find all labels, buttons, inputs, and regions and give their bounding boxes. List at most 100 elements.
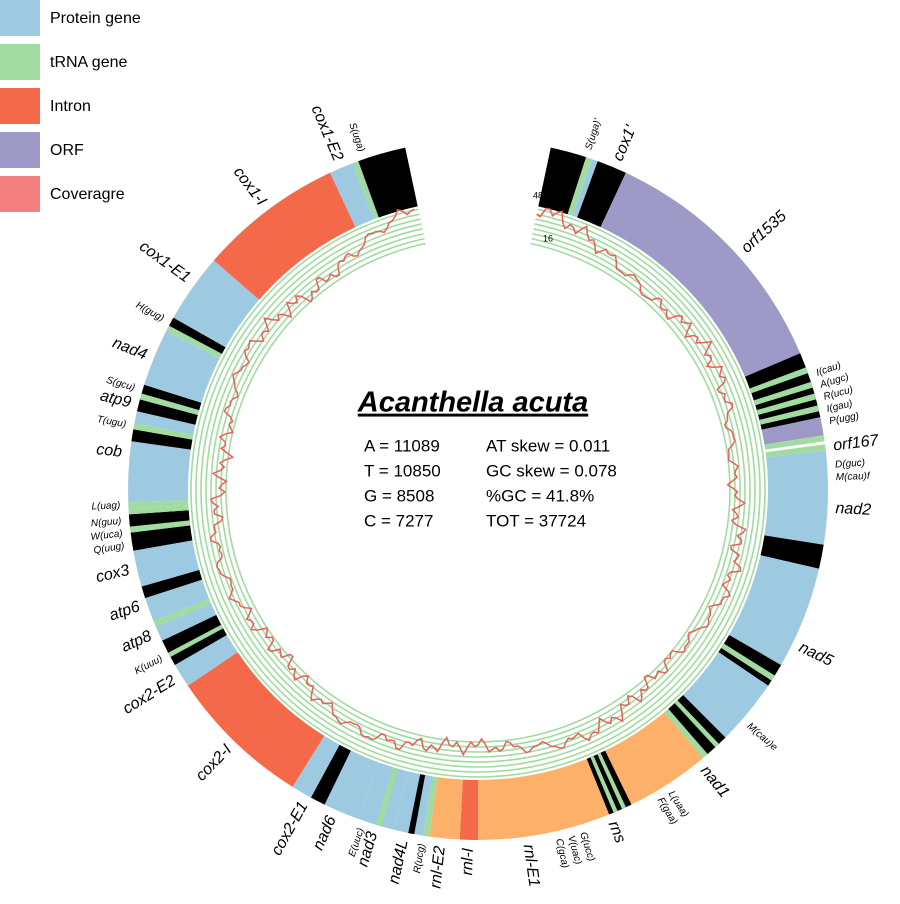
gene-segment bbox=[429, 777, 463, 840]
gene-segment bbox=[174, 635, 238, 686]
gene-segment bbox=[358, 762, 408, 830]
gene-segment bbox=[729, 555, 820, 665]
gene-segment bbox=[664, 708, 708, 759]
gene-label: nad1 bbox=[697, 763, 733, 801]
gene-segment bbox=[134, 411, 196, 435]
gene-segment bbox=[141, 384, 202, 411]
coverage-guide bbox=[210, 228, 746, 758]
stat: G = 8508 bbox=[364, 486, 434, 505]
coverage-max-label: 4800 bbox=[533, 190, 553, 200]
gene-segment bbox=[567, 157, 592, 216]
gene-segment bbox=[753, 381, 813, 406]
coverage-guide bbox=[220, 237, 736, 748]
gene-segment bbox=[168, 317, 226, 354]
gene-label: cox3 bbox=[94, 562, 131, 586]
coverage-guide bbox=[205, 223, 751, 763]
gene-segment bbox=[129, 520, 191, 533]
gene-label: nad4 bbox=[110, 334, 149, 363]
coverage-guide bbox=[190, 208, 766, 778]
gene-segment bbox=[168, 624, 224, 658]
coverage-trace bbox=[209, 207, 747, 757]
species-title: Acanthella acuta bbox=[357, 387, 588, 419]
gene-segment bbox=[423, 776, 438, 837]
gene-segment bbox=[136, 399, 198, 425]
stat: %GC = 41.8% bbox=[486, 486, 594, 505]
trna-label: L(uag) bbox=[91, 500, 120, 512]
coverage-guide bbox=[200, 218, 756, 768]
gene-segment bbox=[765, 444, 826, 458]
gene-segment bbox=[128, 441, 191, 503]
gene-label: nad4L bbox=[386, 838, 412, 885]
gene-label: rnl-E2 bbox=[427, 845, 448, 889]
gene-label: nad6 bbox=[310, 813, 340, 853]
gene-segment bbox=[145, 579, 210, 622]
trna-label: M(cau)f bbox=[836, 471, 871, 483]
gene-segment bbox=[128, 505, 189, 515]
legend: Protein gene tRNA gene Intron ORF Covera… bbox=[0, 0, 141, 212]
gene-segment bbox=[408, 774, 426, 835]
legend-label: Intron bbox=[50, 98, 91, 115]
gene-label: orf167 bbox=[832, 432, 880, 455]
gene-label: rnl-E1 bbox=[520, 843, 543, 888]
gene-segment bbox=[538, 147, 587, 215]
legend-swatch bbox=[0, 44, 40, 80]
gene-segment bbox=[572, 159, 598, 218]
coverage-guide bbox=[195, 213, 761, 773]
stat: T = 10850 bbox=[364, 461, 441, 480]
gene-label: cox1' bbox=[610, 122, 640, 163]
gene-label: nad5 bbox=[796, 639, 836, 670]
gene-segment bbox=[590, 755, 618, 813]
gene-segment bbox=[352, 161, 379, 220]
gene-segment bbox=[597, 752, 626, 809]
trna-label: D(guc) bbox=[835, 458, 866, 471]
gene-segment bbox=[166, 325, 222, 359]
gene-segment bbox=[153, 598, 212, 627]
gene-ring bbox=[128, 147, 828, 840]
gene-segment bbox=[330, 163, 375, 228]
gene-segment bbox=[375, 767, 399, 827]
legend-label: Coveragre bbox=[50, 186, 125, 203]
legend-swatch bbox=[0, 176, 40, 212]
trna-label: M(cau)e bbox=[744, 721, 779, 754]
legend-swatch bbox=[0, 0, 40, 36]
gene-segment bbox=[721, 643, 775, 681]
gene-segment bbox=[674, 700, 719, 748]
coverage-track bbox=[190, 207, 766, 778]
gene-segment bbox=[764, 450, 828, 545]
gene-label: cox1-E2 bbox=[308, 103, 347, 164]
gene-label: cox1-I bbox=[230, 164, 270, 209]
gene-segment bbox=[764, 435, 825, 450]
gene-label: cox2-I bbox=[193, 741, 236, 785]
stat: A = 11089 bbox=[364, 436, 440, 455]
trna-label: S(uga) bbox=[346, 121, 366, 153]
gene-segment bbox=[155, 603, 217, 641]
gene-segment bbox=[683, 652, 769, 738]
gene-segment bbox=[187, 652, 325, 787]
gene-label: cox2-E1 bbox=[268, 799, 311, 859]
gene-label: atp8 bbox=[119, 628, 154, 656]
trna-label: K(uuu) bbox=[133, 653, 165, 677]
legend-label: ORF bbox=[50, 142, 84, 159]
gene-segment bbox=[605, 712, 703, 805]
gene-segment bbox=[478, 758, 610, 840]
gene-segment bbox=[600, 172, 801, 377]
gene-label: cox1-E1 bbox=[136, 238, 193, 286]
gene-segment bbox=[128, 510, 190, 527]
trna-label: Q(uug) bbox=[93, 541, 125, 557]
gene-label: cox2-E2 bbox=[120, 672, 179, 718]
gene-segment bbox=[144, 331, 220, 403]
gene-label: atp6 bbox=[107, 598, 142, 624]
gene-label: nad2 bbox=[835, 500, 872, 519]
gene-segment bbox=[760, 535, 824, 569]
gene-segment bbox=[173, 260, 260, 348]
stat: GC skew = 0.078 bbox=[486, 461, 617, 480]
gene-segment bbox=[459, 779, 478, 840]
gene-label: cob bbox=[95, 441, 123, 461]
gene-segment bbox=[761, 417, 824, 445]
gene-label: rnl-I bbox=[459, 847, 477, 876]
gene-segment bbox=[130, 525, 193, 551]
gene-label: rns bbox=[604, 819, 628, 846]
legend-label: tRNA gene bbox=[50, 54, 127, 71]
coverage-guide bbox=[225, 242, 731, 743]
